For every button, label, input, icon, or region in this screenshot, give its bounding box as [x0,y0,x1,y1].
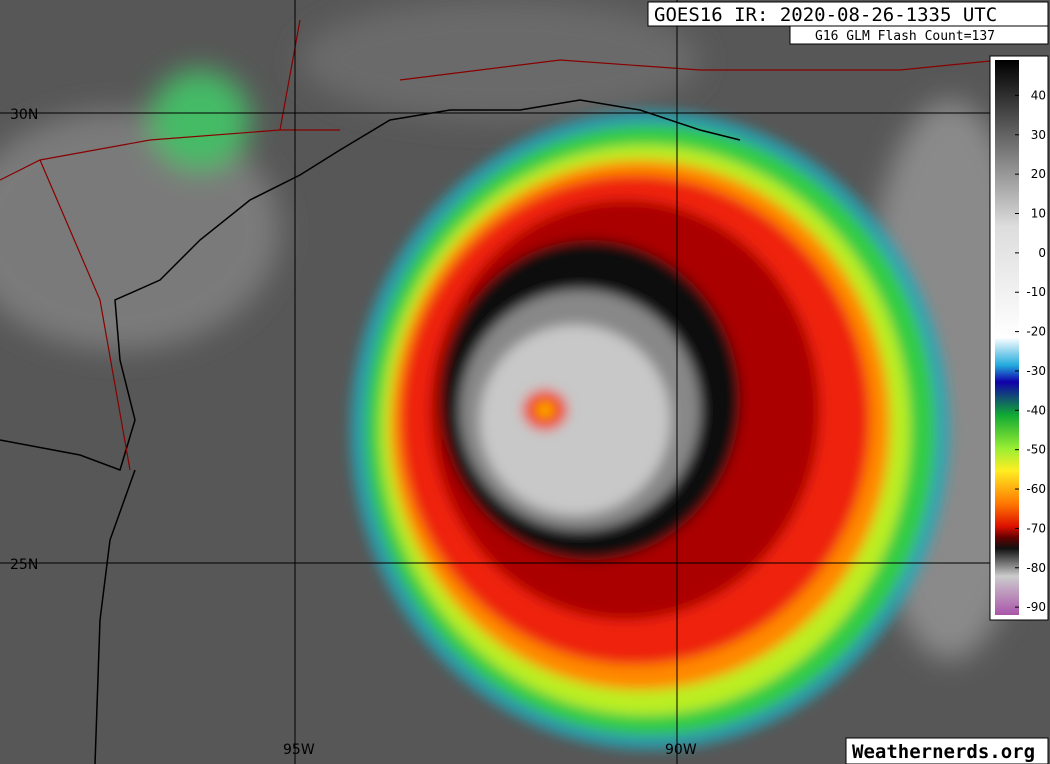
lat-lon-grid [0,0,990,764]
colorbar-tick-label: -40 [1026,403,1046,417]
colorbar [995,60,1019,615]
colorbar-tick-label: -70 [1026,521,1046,535]
colorbar-tick-label: -80 [1026,561,1046,575]
colorbar-tick-label: -30 [1026,364,1046,378]
colorbar-tick-label: 10 [1031,207,1046,221]
credit-box [845,737,1049,764]
hurricane [350,110,950,750]
colorbar-tick-label: -50 [1026,443,1046,457]
lat-label: 30N [10,107,38,123]
colorbar-tick-label: 20 [1031,167,1046,181]
roads [0,19,1001,471]
title: GOES16 IR: 2020-08-26-1335 UTC [654,4,997,26]
flash-count: G16 GLM Flash Count=137 [815,29,995,44]
flash-box [789,25,1049,45]
colorbar-tick-label: 40 [1031,88,1046,102]
colorbar-tick-label: 30 [1031,128,1046,142]
coastline [0,99,741,764]
colorbar-tick-label: 0 [1038,246,1046,260]
lat-label: 25N [10,557,38,573]
lon-label: 95W [283,742,315,758]
credit: Weathernerds.org [852,741,1035,763]
lon-label: 90W [665,742,697,758]
colorbar-tick-label: -60 [1026,482,1046,496]
colorbar-tick-label: -10 [1026,285,1046,299]
title-box [647,1,1049,27]
colorbar-tick-label: -90 [1026,600,1046,614]
colorbar-tick-label: -20 [1026,325,1046,339]
